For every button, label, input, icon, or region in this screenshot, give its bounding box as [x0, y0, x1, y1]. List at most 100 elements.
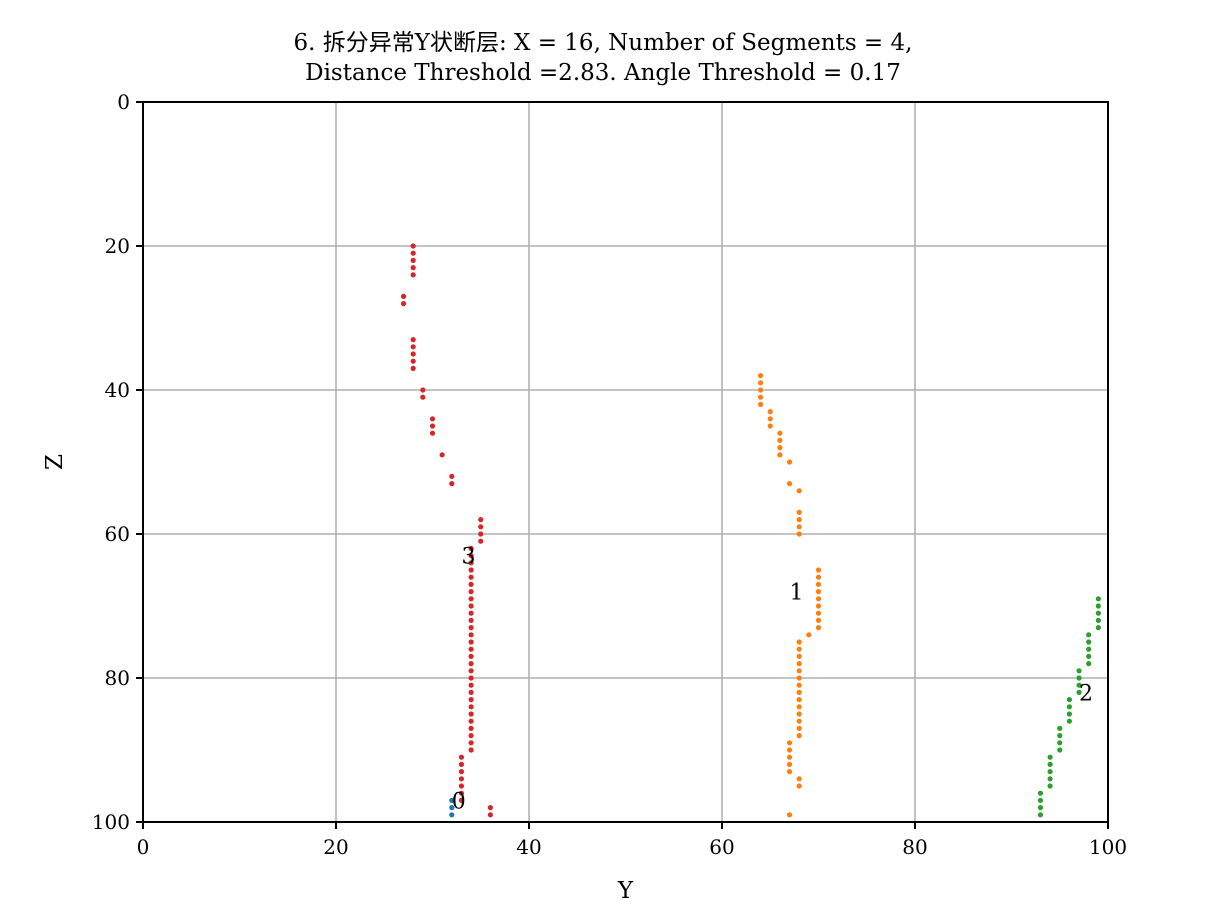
series-1-point — [786, 459, 793, 465]
series-3-point — [468, 617, 474, 624]
series-2-point — [1086, 646, 1092, 652]
series-3-point — [468, 596, 474, 602]
series-3-point — [429, 430, 436, 436]
axes-frame — [142, 101, 1109, 823]
series-1-point — [796, 668, 802, 674]
series-2-point — [1095, 596, 1101, 602]
series-2-point — [1086, 639, 1092, 645]
series-3-point — [410, 257, 416, 263]
series-3-point — [468, 718, 474, 724]
chart-title-line-1: 6. 拆分异常Y状断层: X = 16, Number of Segments … — [293, 30, 913, 56]
series-2-point — [1047, 761, 1053, 768]
series-3-point — [410, 337, 416, 343]
series-2-point — [1095, 617, 1101, 624]
series-3-point — [458, 754, 465, 760]
grid-layer — [143, 102, 1108, 822]
series-3-point — [429, 416, 436, 422]
series-3-point — [449, 473, 455, 479]
series-3-point — [478, 538, 484, 544]
series-3-point — [410, 351, 416, 357]
series-3-point — [468, 610, 474, 616]
series-3-point — [439, 452, 445, 458]
chart-title-line-2: Distance Threshold =2.83. Angle Threshol… — [305, 60, 901, 86]
series-1-point — [758, 394, 764, 400]
series-1-point — [796, 517, 802, 523]
points-layer — [400, 243, 1101, 818]
series-2-point — [1095, 625, 1101, 631]
series-3-point — [468, 711, 474, 717]
series-3-point — [458, 769, 465, 775]
series-1-point — [815, 574, 822, 580]
series-3-point — [487, 805, 493, 811]
series-3-point — [468, 574, 474, 580]
series-3-point — [468, 589, 474, 595]
series-2-point — [1057, 740, 1063, 746]
series-1-point — [796, 488, 802, 494]
series-2-point — [1047, 783, 1053, 789]
series-1-point — [796, 509, 802, 515]
series-2-point — [1095, 603, 1101, 609]
series-3-point — [487, 812, 493, 818]
x-tick-label: 100 — [1089, 835, 1127, 859]
series-3-point — [468, 725, 474, 732]
series-3-point — [468, 567, 474, 573]
segment-label-2: 2 — [1079, 681, 1093, 706]
series-1-point — [796, 733, 802, 739]
series-3-point — [400, 301, 407, 307]
series-1-point — [786, 754, 793, 760]
series-3-point — [400, 293, 407, 299]
series-1-point — [758, 401, 764, 407]
series-2-point — [1047, 776, 1053, 782]
series-2-point — [1076, 689, 1082, 696]
series-3-point — [468, 661, 474, 667]
series-3-point — [410, 243, 416, 249]
series-3-point — [478, 524, 484, 530]
series-3-point — [468, 632, 474, 638]
series-3-point — [468, 704, 474, 710]
series-1-point — [796, 697, 802, 703]
series-3-point — [420, 387, 426, 393]
series-1-point — [815, 625, 822, 631]
series-3-point — [468, 653, 474, 660]
series-3-point — [410, 250, 416, 256]
series-1-point — [796, 661, 802, 667]
series-3-point — [458, 797, 465, 804]
series-2-point — [1037, 797, 1044, 804]
series-3-point — [468, 682, 474, 688]
series-3-point — [410, 272, 416, 278]
series-2-point — [1076, 668, 1082, 674]
series-1-point — [786, 740, 793, 746]
series-2-point — [1095, 610, 1101, 616]
series-1-point — [786, 761, 793, 768]
series-3-point — [468, 740, 474, 746]
series-3-point — [458, 776, 465, 782]
series-3-point — [468, 603, 474, 609]
series-3-point — [478, 531, 484, 537]
series-3-point — [468, 553, 474, 559]
series-3-point — [410, 344, 416, 350]
series-3-point — [420, 394, 426, 400]
chart-title: 6. 拆分异常Y状断层: X = 16, Number of Segments … — [0, 28, 1206, 88]
series-2-point — [1037, 812, 1044, 818]
series-3-point — [449, 481, 455, 487]
series-1-point — [796, 653, 802, 660]
segment-label-0: 0 — [452, 789, 466, 814]
series-1-point — [796, 682, 802, 688]
series-2-point — [1047, 754, 1053, 760]
series-2-point — [1086, 632, 1092, 638]
series-1-point — [796, 725, 802, 732]
series-1-point — [815, 589, 822, 595]
series-3-point — [468, 668, 474, 674]
series-2-point — [1066, 704, 1072, 710]
x-axis-label: Y — [617, 878, 634, 904]
series-2-point — [1057, 733, 1063, 739]
series-2-point — [1086, 661, 1092, 667]
series-1-point — [777, 445, 783, 451]
series-1-point — [767, 416, 773, 422]
series-3-point — [478, 517, 484, 523]
series-2-point — [1066, 697, 1072, 703]
series-1-point — [786, 769, 793, 775]
series-1-point — [815, 567, 822, 573]
